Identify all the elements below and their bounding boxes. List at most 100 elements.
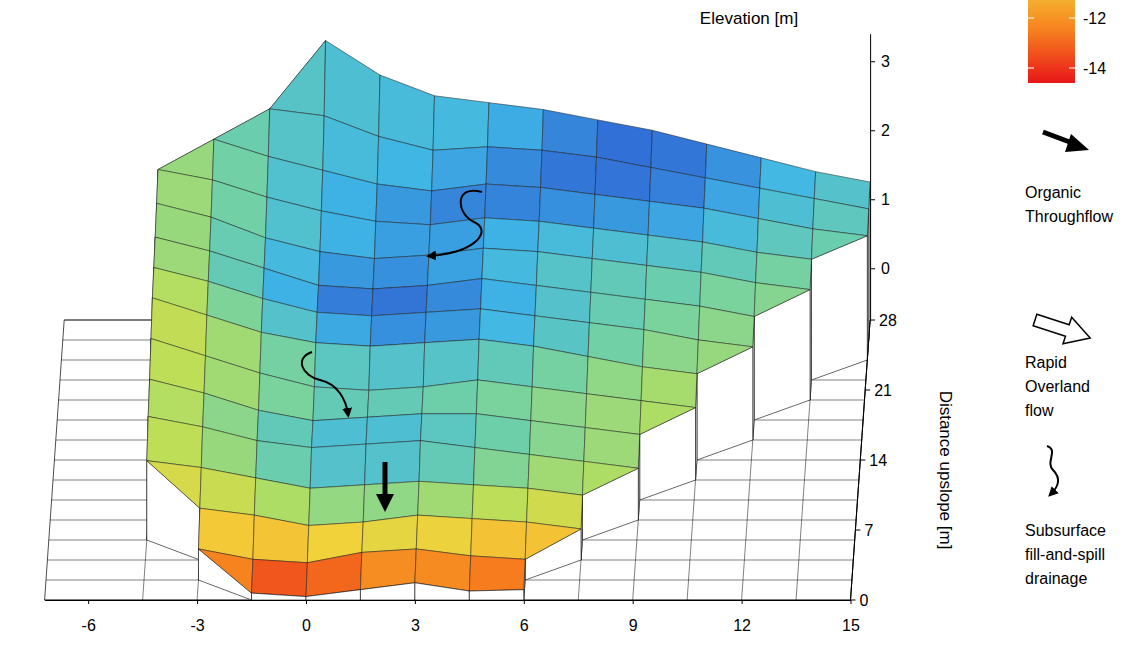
z-tick: 0: [870, 260, 890, 277]
z-tick-label: 1: [881, 191, 890, 208]
z-axis-title: Elevation [m]: [700, 9, 798, 28]
surface-cell: [426, 279, 482, 313]
colorbar: -12 -14: [1028, 0, 1106, 83]
y-axis-title: Distance upslope [m]: [936, 391, 955, 550]
x-tick: 3: [411, 600, 420, 634]
surface-cell: [474, 448, 530, 489]
subsurface-arrow: [302, 352, 348, 414]
y-tick-label: 14: [869, 452, 887, 469]
surface-cell: [366, 414, 422, 444]
z-tick: 2: [870, 122, 890, 139]
x-tick-mark: [306, 600, 307, 604]
surface-cell: [584, 428, 640, 469]
surface-cell: [697, 340, 753, 374]
surface-cell: [373, 255, 429, 289]
surface-cell: [377, 136, 433, 191]
surface-cell: [198, 549, 252, 593]
surface-cell: [469, 556, 525, 591]
surface-cell: [252, 559, 308, 596]
surface-cell: [320, 211, 376, 259]
surface-wall: [415, 583, 469, 600]
x-tick: -3: [190, 600, 204, 634]
surface-cell: [313, 387, 369, 421]
y-tick-label: 28: [879, 312, 897, 329]
surface-cell: [147, 461, 201, 509]
surface-cell: [433, 96, 489, 151]
z-axis: 0 1 2 3: [870, 34, 890, 320]
x-tick-label: -6: [82, 617, 96, 634]
surface-cell: [527, 488, 583, 529]
x-tick-mark: [633, 600, 634, 604]
x-axis: -6-303691215: [45, 600, 860, 634]
throughflow-arrow: [383, 462, 388, 496]
y-tick-label: 0: [860, 592, 869, 609]
surface-cell: [528, 454, 584, 495]
surface-cell: [418, 481, 474, 518]
surface-cell: [367, 387, 423, 417]
x-tick-label: 9: [629, 617, 638, 634]
y-tick-mark: [865, 390, 870, 391]
surface-cell: [640, 401, 696, 435]
throughflow-arrow-head: [376, 494, 394, 512]
surface-cell: [542, 110, 598, 158]
surface-cell: [478, 339, 534, 387]
chart-svg: -6-30369121507142128Distance upslope [m]…: [0, 0, 1138, 654]
surface-wall: [811, 236, 867, 380]
x-tick-label: 12: [733, 617, 751, 634]
surface-cell: [472, 485, 528, 522]
y-tick-label: 7: [864, 522, 873, 539]
z-tick: 1: [870, 191, 890, 208]
legend-item: OrganicThroughflow: [1025, 132, 1113, 225]
legend-icon: [1065, 134, 1089, 152]
x-tick: 0: [302, 600, 311, 634]
surface: [147, 41, 870, 600]
x-tick: 15: [842, 600, 860, 634]
surface-wall: [469, 590, 523, 600]
base-plane: [45, 320, 871, 600]
surface-cell: [531, 387, 587, 428]
surface-cell: [587, 357, 643, 401]
z-tick-mark: [870, 268, 875, 269]
z-tick-label: 3: [881, 53, 890, 70]
surface-cell: [147, 417, 203, 468]
surface-cell: [416, 515, 472, 556]
surface-cell: [642, 330, 698, 374]
x-tick: 12: [733, 600, 751, 634]
x-tick: 9: [629, 600, 638, 634]
surface-cell: [432, 147, 488, 191]
z-axis-line: [870, 34, 871, 320]
y-tick-mark: [851, 600, 856, 601]
surface-cell: [312, 417, 368, 447]
surface-cell: [476, 380, 532, 421]
x-tick-mark: [742, 600, 743, 604]
colorbar-tick-label: -12: [1083, 10, 1106, 27]
plot-area: [45, 41, 871, 600]
x-tick-mark: [851, 600, 852, 604]
surface-cell: [754, 283, 810, 317]
surface-cell: [698, 306, 754, 347]
surface-cell: [314, 343, 370, 391]
surface-cell: [483, 218, 539, 252]
surface-cell: [645, 265, 701, 306]
x-tick-label: 15: [842, 617, 860, 634]
subsurface-arrow: [430, 191, 482, 256]
surface-cell: [532, 346, 588, 394]
surface-cell: [648, 201, 704, 242]
x-tick-mark: [88, 600, 89, 604]
surface-cell: [362, 515, 418, 552]
surface-cell: [811, 229, 867, 259]
surface-cell: [488, 103, 544, 151]
surface-cell: [757, 219, 813, 260]
legend: OrganicThroughflowRapidOverlandflowSubsu…: [1025, 132, 1113, 587]
surface-cell: [525, 522, 581, 559]
surface-cell: [317, 285, 373, 315]
x-tick: -6: [82, 600, 96, 634]
colorbar-tick-label: -14: [1083, 60, 1106, 77]
x-tick-mark: [415, 600, 416, 604]
z-tick-mark: [870, 130, 875, 131]
surface-cell: [376, 184, 432, 225]
surface-cell: [419, 441, 475, 485]
x-axis-line: [45, 600, 851, 601]
surface-cell: [471, 519, 527, 560]
legend-label: OrganicThroughflow: [1025, 184, 1113, 225]
